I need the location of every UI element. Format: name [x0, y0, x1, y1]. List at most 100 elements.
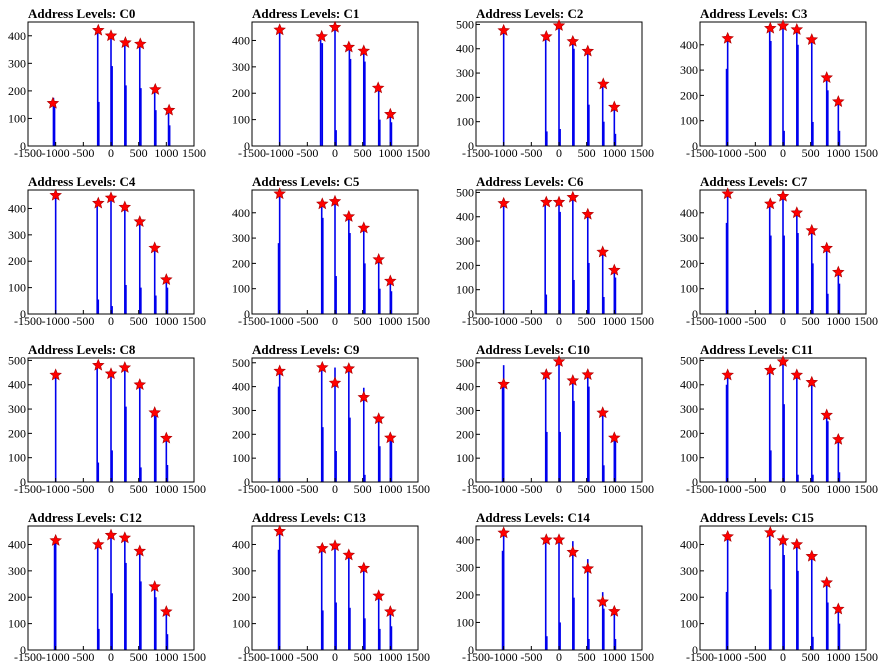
star-marker — [49, 368, 62, 381]
x-tick-label: -500 — [520, 314, 542, 328]
x-tick-label: -1000 — [490, 146, 518, 160]
star-marker — [328, 194, 342, 207]
y-tick-label: 0 — [468, 307, 474, 321]
x-tick-label: 500 — [802, 146, 820, 160]
chart-panel: 0 100 200 300 400 -1500 -1000 -500 0 500 1000 1500 A… — [672, 504, 896, 672]
star-marker — [776, 355, 790, 367]
y-tick-label: 100 — [232, 113, 250, 127]
star-marker — [133, 544, 147, 557]
x-tick-label: 1000 — [154, 482, 178, 496]
chart-panel: 0 100 200 300 400 500 -1500 -1000 -500 0 500 1000 15… — [448, 336, 672, 504]
x-tick-label: 1500 — [406, 650, 430, 664]
x-tick-label: -1000 — [42, 482, 70, 496]
chart-svg: 0 100 200 300 400 -1500 -1000 -500 0 500 1000 1500 — [8, 525, 206, 664]
y-tick-label: 300 — [456, 66, 474, 80]
y-tick-label: 200 — [680, 426, 698, 440]
y-tick-label: 100 — [232, 282, 250, 296]
star-marker — [552, 533, 566, 546]
star-marker — [162, 103, 176, 116]
y-tick-label: 200 — [456, 258, 474, 272]
x-tick-label: -1500 — [238, 482, 266, 496]
x-tick-label: 1000 — [154, 146, 178, 160]
x-tick-label: 1000 — [378, 314, 402, 328]
star-marker — [372, 253, 385, 265]
star-marker — [160, 605, 173, 618]
x-tick-label: 1500 — [854, 482, 878, 496]
star-marker — [104, 29, 118, 42]
x-tick-label: -1000 — [266, 314, 294, 328]
chart-title: Address Levels: C14 — [476, 510, 590, 525]
star-marker — [721, 31, 734, 44]
chart-svg: 0 100 200 300 400 -1500 -1000 -500 0 500 1000 1500 — [680, 187, 878, 328]
x-tick-label: 500 — [130, 482, 148, 496]
x-tick-label: 1500 — [854, 146, 878, 160]
y-tick-label: 200 — [680, 590, 698, 604]
x-tick-label: -1500 — [14, 650, 42, 664]
x-tick-label: 1500 — [854, 314, 878, 328]
star-marker — [328, 539, 342, 552]
star-marker — [316, 197, 329, 210]
star-marker — [540, 195, 553, 208]
star-marker — [820, 71, 833, 84]
chart-panel: 0 100 200 300 400 -1500 -1000 -500 0 500 1000 1500 A… — [224, 168, 448, 336]
y-tick-label: 300 — [680, 564, 698, 578]
chart-panel: 0 100 200 300 400 500 -1500 -1000 -500 0 500 1000 15… — [0, 336, 224, 504]
y-tick-label: 0 — [468, 643, 474, 657]
star-marker — [342, 548, 356, 561]
star-marker — [540, 533, 553, 546]
star-marker — [581, 368, 595, 381]
y-tick-label: 400 — [456, 210, 474, 224]
y-tick-label: 100 — [8, 617, 26, 631]
x-tick-label: 1500 — [182, 314, 206, 328]
x-tick-label: 0 — [332, 650, 338, 664]
x-tick-label: 1000 — [602, 314, 626, 328]
x-tick-label: 1500 — [182, 650, 206, 664]
star-marker — [92, 537, 105, 550]
star-marker — [273, 524, 286, 537]
y-tick-label: 500 — [232, 356, 250, 370]
y-tick-label: 300 — [8, 56, 26, 70]
star-marker — [721, 368, 734, 381]
x-tick-label: 1500 — [630, 146, 654, 160]
x-tick-label: 1000 — [826, 146, 850, 160]
star-marker — [790, 368, 804, 381]
star-marker — [832, 432, 845, 445]
x-tick-label: -1500 — [686, 650, 714, 664]
star-marker — [764, 21, 777, 34]
x-tick-label: 500 — [578, 314, 596, 328]
y-tick-label: 100 — [8, 281, 26, 295]
star-marker — [273, 23, 286, 36]
y-tick-label: 0 — [20, 307, 26, 321]
chart-title: Address Levels: C10 — [476, 342, 590, 357]
star-marker — [596, 245, 609, 258]
star-marker — [820, 241, 833, 254]
x-tick-label: 0 — [780, 650, 786, 664]
y-tick-label: 0 — [20, 643, 26, 657]
x-tick-label: 0 — [780, 482, 786, 496]
x-tick-label: 0 — [108, 146, 114, 160]
x-tick-label: -500 — [744, 314, 766, 328]
y-tick-label: 200 — [8, 426, 26, 440]
chart-title: Address Levels: C5 — [252, 174, 360, 189]
chart-svg: 0 100 200 300 400 -1500 -1000 -500 0 500 1000 1500 — [232, 20, 430, 160]
y-tick-label: 400 — [456, 533, 474, 547]
x-tick-label: 1500 — [630, 482, 654, 496]
star-marker — [384, 274, 397, 287]
star-marker — [832, 95, 845, 108]
y-tick-label: 300 — [8, 402, 26, 416]
star-marker — [148, 580, 161, 593]
y-tick-label: 100 — [456, 615, 474, 629]
star-marker — [273, 364, 286, 377]
star-marker — [104, 528, 118, 541]
x-tick-label: 0 — [556, 482, 562, 496]
x-tick-label: 0 — [108, 482, 114, 496]
chart-title: Address Levels: C12 — [28, 510, 142, 525]
chart-svg: 0 100 200 300 400 -1500 -1000 -500 0 500 1000 1500 — [456, 525, 654, 664]
y-tick-label: 0 — [468, 475, 474, 489]
star-marker — [497, 23, 510, 36]
x-tick-label: -500 — [72, 314, 94, 328]
x-tick-label: -500 — [72, 650, 94, 664]
chart-title: Address Levels: C3 — [700, 6, 808, 21]
x-tick-label: -1000 — [266, 650, 294, 664]
star-marker — [581, 562, 595, 575]
